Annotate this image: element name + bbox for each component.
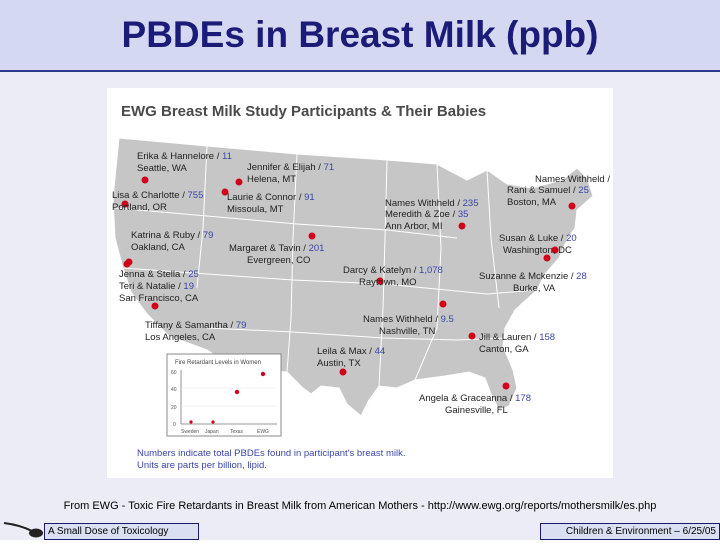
inset-x-label: Japan xyxy=(205,429,219,435)
participant-label: Margaret & Tavin / 201 Evergreen, CO xyxy=(229,243,324,266)
inset-point xyxy=(260,371,266,377)
inset-x-label: EWG xyxy=(257,429,269,435)
location-dot xyxy=(221,188,229,196)
participant-label: Jennifer & Elijah / 71 Helena, MT xyxy=(247,162,334,185)
participant-label: Jill & Lauren / 158 Canton, GA xyxy=(479,332,555,355)
location-dot xyxy=(121,200,129,208)
slide-title: PBDEs in Breast Milk (ppb) xyxy=(121,14,599,55)
location-dot xyxy=(458,222,466,230)
location-dot xyxy=(568,202,576,210)
participant-label: Jenna & Stella / 25 xyxy=(119,269,199,280)
footer-right-label: Children & Environment – 6/25/05 xyxy=(540,523,720,540)
participant-label: Names Withheld / 34 xyxy=(535,174,613,185)
location-dot xyxy=(551,246,559,254)
inset-y-tick: 40 xyxy=(171,387,177,393)
location-dot xyxy=(339,368,347,376)
inset-x-label: Texas xyxy=(230,429,244,435)
figure-note: Units are parts per billion, lipid. xyxy=(137,460,267,471)
location-dot xyxy=(439,300,447,308)
figure-title: EWG Breast Milk Study Participants & The… xyxy=(121,103,486,120)
state-borders xyxy=(114,145,538,387)
participant-label: Names Withheld / 235 xyxy=(385,198,478,209)
figure-note: Numbers indicate total PBDEs found in pa… xyxy=(137,448,405,459)
inset-x-label: Sweden xyxy=(181,429,199,435)
participant-label: Rani & Samuel / 25 Boston, MA xyxy=(507,185,589,208)
inset-chart: Fire Retardant Levels in Women 60 40 20 … xyxy=(166,353,282,437)
inset-point xyxy=(189,420,193,424)
location-dot xyxy=(543,254,551,262)
inset-title: Fire Retardant Levels in Women xyxy=(175,360,261,366)
participant-label: Susan & Luke / 20 Washington, DC xyxy=(499,233,577,256)
participant-label: Tiffany & Samantha / 79 Los Angeles, CA xyxy=(145,320,246,343)
inset-y-tick: 60 xyxy=(171,370,177,376)
location-dot xyxy=(468,332,476,340)
us-map-image: EWG Breast Milk Study Participants & The… xyxy=(112,103,623,471)
participant-label: Suzanne & Mckenzie / 28 Burke, VA xyxy=(479,271,587,294)
spoon-logo-icon xyxy=(2,517,46,540)
location-dot xyxy=(235,178,243,186)
participant-label: Laurie & Connor / 91 Missoula, MT xyxy=(227,192,315,215)
title-band xyxy=(0,0,720,70)
participant-label: Erika & Hannelore / 11 Seattle, WA xyxy=(137,151,232,174)
location-dot xyxy=(123,260,131,268)
inset-point xyxy=(234,389,240,395)
participant-label: Meredith & Zoe / 35 Ann Arbor, MI xyxy=(385,209,468,232)
footer-left-label: A Small Dose of Toxicology xyxy=(44,523,199,540)
participant-label: Darcy & Katelyn / 1,078 Raytown, MO xyxy=(343,265,443,288)
participant-label: Leila & Max / 44 Austin, TX xyxy=(317,346,385,369)
participant-label: Katrina & Ruby / 79 Oakland, CA xyxy=(131,230,213,253)
inset-point xyxy=(211,420,215,424)
location-dot xyxy=(308,232,316,240)
inset-y-tick: 20 xyxy=(171,405,177,411)
title-divider xyxy=(0,70,720,72)
participant-label: Names Withheld / 9.5 Nashville, TN xyxy=(363,314,454,337)
ewg-map-figure: EWG Breast Milk Study Participants & The… xyxy=(107,88,623,478)
participant-markers xyxy=(121,176,576,390)
location-dot xyxy=(502,382,510,390)
source-caption: From EWG - Toxic Fire Retardants in Brea… xyxy=(63,500,657,512)
participant-label: Teri & Natalie / 19 San Francisco, CA xyxy=(119,281,199,304)
participant-label: Angela & Graceanna / 178 Gainesville, FL xyxy=(419,393,531,416)
location-dot xyxy=(376,277,384,285)
participant-label: Lisa & Charlotte / 755 Portland, OR xyxy=(112,190,203,213)
inset-y-tick: 0 xyxy=(173,422,176,428)
location-dot xyxy=(141,176,149,184)
participant-labels: Erika & Hannelore / 11 Seattle, WA Jennif… xyxy=(112,151,623,416)
location-dot xyxy=(151,302,159,310)
